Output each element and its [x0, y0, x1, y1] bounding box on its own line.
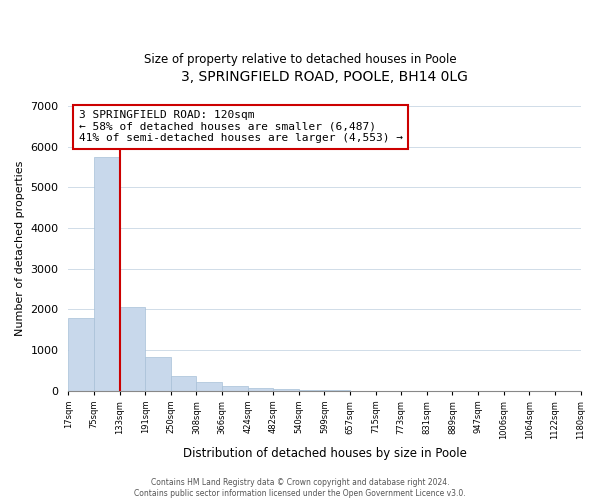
Y-axis label: Number of detached properties: Number of detached properties: [15, 160, 25, 336]
Bar: [248, 388, 273, 390]
Bar: [119, 307, 145, 390]
Title: 3, SPRINGFIELD ROAD, POOLE, BH14 0LG: 3, SPRINGFIELD ROAD, POOLE, BH14 0LG: [181, 70, 468, 84]
Text: 3 SPRINGFIELD ROAD: 120sqm
← 58% of detached houses are smaller (6,487)
41% of s: 3 SPRINGFIELD ROAD: 120sqm ← 58% of deta…: [79, 110, 403, 144]
Bar: [145, 357, 171, 390]
Bar: [196, 382, 222, 390]
Bar: [222, 386, 248, 390]
Text: Size of property relative to detached houses in Poole: Size of property relative to detached ho…: [143, 52, 457, 66]
Bar: [68, 318, 94, 390]
Bar: [94, 157, 119, 390]
X-axis label: Distribution of detached houses by size in Poole: Distribution of detached houses by size …: [182, 447, 466, 460]
Bar: [171, 376, 196, 390]
Text: Contains HM Land Registry data © Crown copyright and database right 2024.
Contai: Contains HM Land Registry data © Crown c…: [134, 478, 466, 498]
